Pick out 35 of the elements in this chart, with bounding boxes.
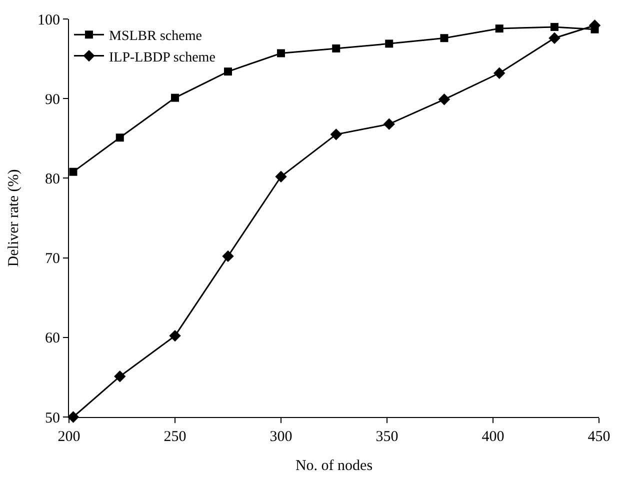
y-tick-label: 70 <box>45 251 60 268</box>
y-axis-title: Deliver rate (%) <box>6 169 22 267</box>
x-tick-label: 300 <box>270 429 292 445</box>
point <box>171 94 179 102</box>
point <box>332 44 340 52</box>
x-tick-label: 450 <box>588 429 610 445</box>
y-tick-label: 90 <box>45 92 60 108</box>
point <box>114 370 126 382</box>
point <box>385 40 394 48</box>
x-axis-title: No. of nodes <box>295 458 373 474</box>
point <box>69 168 78 176</box>
point <box>383 118 395 130</box>
y-tick-label: 80 <box>45 171 60 188</box>
point <box>169 330 181 342</box>
x-tick-label: 250 <box>164 429 186 445</box>
x-tick-label: 400 <box>482 429 504 445</box>
y-tick-label: 60 <box>45 330 60 347</box>
point <box>438 94 450 106</box>
legend-label: ILP-LBDP scheme <box>109 50 216 66</box>
point <box>494 67 506 79</box>
point <box>495 24 504 33</box>
y-tick-label: 100 <box>38 12 60 28</box>
point <box>275 170 287 182</box>
x-tick-label: 350 <box>376 429 398 445</box>
x-tick-label: 200 <box>58 429 80 445</box>
point <box>440 34 448 42</box>
point <box>277 49 285 58</box>
legend-label: MSLBR scheme <box>109 29 202 44</box>
y-tick-label: 50 <box>45 410 60 426</box>
point <box>116 134 124 142</box>
point <box>550 22 558 31</box>
point <box>330 128 342 140</box>
point <box>224 68 232 76</box>
point <box>548 32 560 44</box>
point <box>222 250 234 262</box>
